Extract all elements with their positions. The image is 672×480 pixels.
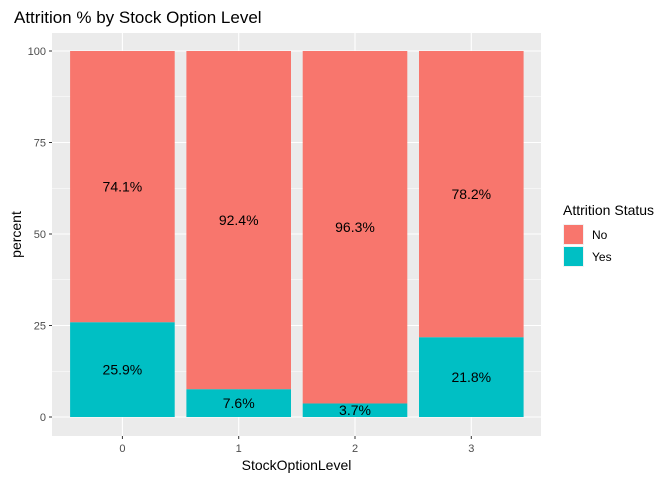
y-tick-label: 25 xyxy=(34,321,46,333)
y-tick-label: 100 xyxy=(28,46,46,58)
bar-yes-2 xyxy=(302,403,408,417)
bar-no-0 xyxy=(70,51,175,323)
y-tick-label: 0 xyxy=(40,412,46,424)
bar-yes-1 xyxy=(186,389,291,417)
y-axis: 0 25 50 75 100 xyxy=(28,46,52,424)
legend-swatch-no xyxy=(564,225,583,244)
y-tick-label: 50 xyxy=(34,229,46,241)
bar-label-yes-3: 21.8% xyxy=(451,369,491,385)
legend-label-yes: Yes xyxy=(592,250,612,264)
legend-label-no: No xyxy=(592,228,608,242)
bar-label-yes-1: 7.6% xyxy=(223,395,255,411)
bar-label-no-0: 74.1% xyxy=(103,179,143,195)
bar-label-yes-0: 25.9% xyxy=(103,362,143,378)
legend: Attrition Status No Yes xyxy=(563,202,654,267)
bar-label-yes-2: 3.7% xyxy=(339,402,371,418)
bar-label-no-2: 96.3% xyxy=(335,219,375,235)
bar-yes-3 xyxy=(419,337,524,417)
x-axis-title: StockOptionLevel xyxy=(242,457,352,473)
bar-labels: 25.9% 74.1% 7.6% 92.4% 3.7% 96.3% 21.8% 78.2% xyxy=(103,179,492,419)
y-tick-label: 75 xyxy=(34,138,46,150)
x-axis: 0 1 2 3 xyxy=(119,436,474,455)
bar-label-no-1: 92.4% xyxy=(219,212,259,228)
bar-no-1 xyxy=(186,51,291,390)
legend-title: Attrition Status xyxy=(563,202,654,218)
y-axis-title: percent xyxy=(8,211,24,258)
x-tick-label: 3 xyxy=(468,443,474,455)
chart-title: Attrition % by Stock Option Level xyxy=(14,8,262,27)
x-tick-label: 0 xyxy=(119,443,125,455)
bar-yes-0 xyxy=(70,322,175,417)
bars xyxy=(70,51,524,417)
x-tick-label: 2 xyxy=(352,443,358,455)
bar-no-2 xyxy=(302,51,408,404)
bar-label-no-3: 78.2% xyxy=(451,186,491,202)
bar-no-3 xyxy=(419,51,524,338)
legend-swatch-yes xyxy=(564,247,583,266)
x-tick-label: 1 xyxy=(236,443,242,455)
